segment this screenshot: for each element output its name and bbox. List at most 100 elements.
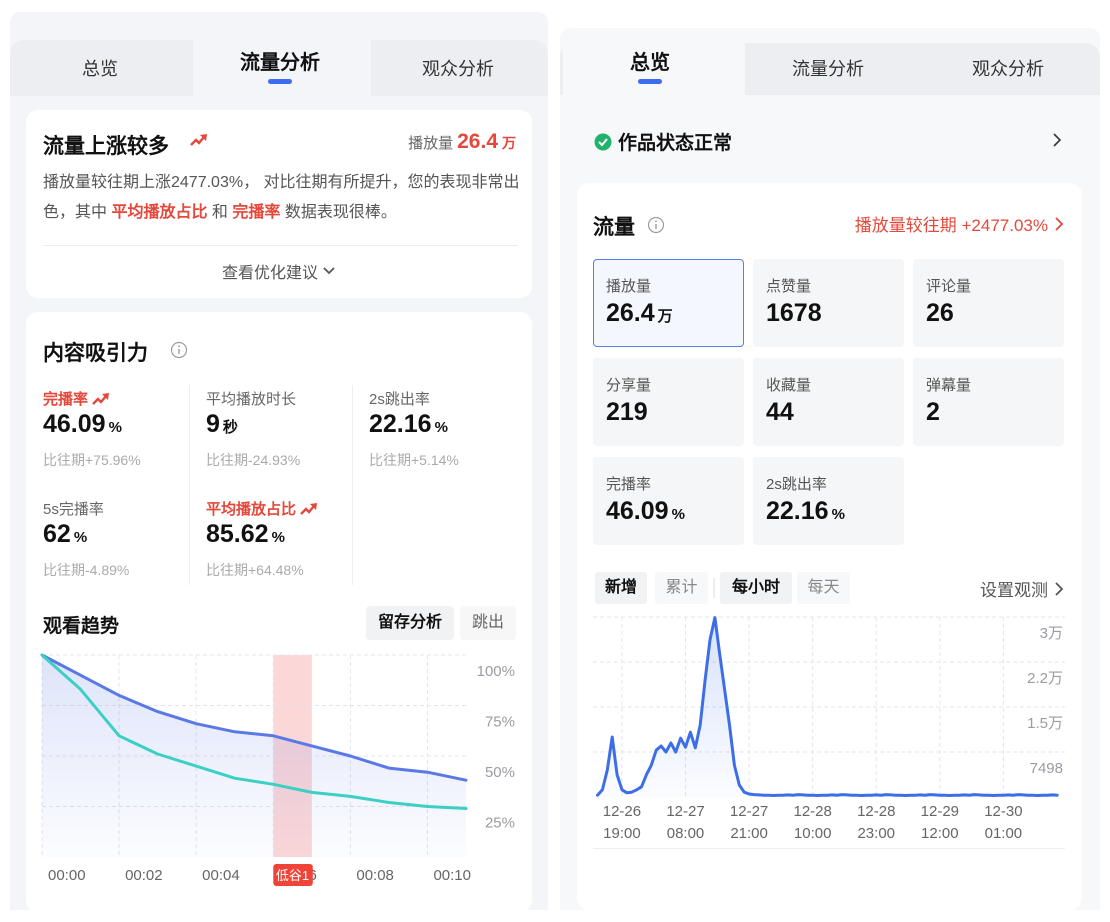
link-text: 查看优化建议 — [221, 265, 318, 282]
metric-value: 26 — [926, 299, 954, 328]
value: 26 — [926, 299, 954, 327]
filter-button[interactable]: 每天 — [797, 572, 850, 604]
metric-label: 完播率 — [43, 388, 110, 409]
trend-icon — [190, 134, 207, 146]
info-icon — [647, 216, 665, 234]
trend-head — [102, 392, 110, 400]
metric-compare: 比往期-4.89% — [43, 562, 130, 578]
status-text: 作品状态正常 — [618, 133, 733, 154]
value: 46.09 — [43, 410, 106, 438]
unit: % — [271, 529, 285, 546]
metric-cell[interactable] — [913, 358, 1064, 446]
info-circle — [647, 216, 665, 234]
unit: % — [671, 506, 685, 523]
metric-label: 播放量 — [606, 278, 652, 295]
metric-compare: 比往期+64.48% — [206, 562, 304, 578]
value: 44 — [766, 398, 794, 426]
metric-label: 评论量 — [926, 278, 972, 295]
trend-icon — [92, 392, 110, 405]
metric-value: 26.4 — [457, 130, 498, 153]
metric-unit: 万 — [502, 135, 516, 151]
text: 播放量较往期上涨2477.03%， 对比往期有所提升，您的表现非常出色，其中 — [43, 174, 520, 221]
metric-value: 2 — [926, 398, 940, 427]
compare-text: 播放量较往期 +2477.03% — [854, 216, 1048, 235]
metric-cell[interactable] — [753, 259, 904, 347]
chevron-icon — [1055, 581, 1064, 596]
metric-value: 22.16% — [766, 497, 845, 526]
filter-button[interactable]: 累计 — [655, 572, 708, 604]
unit: % — [73, 529, 88, 546]
trend-title: 观看趋势 — [43, 616, 120, 637]
filter-button[interactable]: 每小时 — [720, 572, 792, 604]
attraction-title: 内容吸引力 — [43, 342, 148, 365]
metric-cell[interactable] — [753, 358, 904, 446]
trend-line — [300, 504, 315, 515]
summary-divider — [43, 245, 518, 246]
value: 62 — [43, 520, 71, 548]
value: 22.16 — [766, 497, 829, 525]
metric-label: 2s跳出率 — [369, 388, 430, 409]
chevron-icon — [1055, 216, 1064, 231]
tab[interactable]: 观众分析 — [972, 59, 1044, 79]
tab[interactable]: 流量分析 — [792, 59, 864, 79]
metric-cell[interactable] — [753, 457, 904, 545]
info-icon — [170, 341, 188, 359]
right-active-tab — [563, 30, 745, 96]
trend-head — [310, 502, 318, 510]
metric-value: 62% — [43, 520, 87, 549]
trend-line — [92, 394, 107, 405]
metric-compare: 比往期-24.93% — [206, 452, 301, 468]
value: 85.62 — [206, 520, 269, 548]
metric-label: 平均播放时长 — [206, 388, 296, 409]
play-metric: 播放量 26.4 万 — [408, 130, 516, 154]
info-dot — [655, 220, 657, 223]
metric-cell[interactable] — [593, 259, 744, 347]
chevron — [1055, 216, 1064, 231]
chart-button[interactable]: 留存分析 — [366, 606, 454, 640]
metric-label-text: 平均播放占比 — [206, 501, 297, 518]
check-circle — [594, 133, 612, 150]
metric-value: 46.09% — [43, 410, 122, 439]
description: 播放量较往期上涨2477.03%， 对比往期有所提升，您的表现非常出色，其中 平… — [43, 168, 521, 228]
value: 26.4 — [606, 299, 655, 327]
text: 数据表现很棒。 — [280, 204, 397, 221]
observe-text: 设置观测 — [980, 581, 1048, 600]
metric-label-text: 5s完播率 — [43, 501, 104, 518]
status-row[interactable]: 作品状态正常 — [594, 128, 732, 155]
suggestion-link[interactable]: 查看优化建议 — [26, 259, 532, 283]
text: 和 — [207, 204, 233, 221]
metric-value: 26.4 万 — [606, 299, 673, 328]
metric-label: 2s跳出率 — [766, 476, 827, 493]
flow-compare[interactable]: 播放量较往期 +2477.03% — [855, 211, 1066, 236]
check-mark — [598, 137, 608, 146]
metric-compare: 比往期+75.96% — [43, 452, 141, 468]
unit: 秒 — [222, 419, 238, 436]
metric-value: 1678 — [766, 299, 822, 328]
metric-cell[interactable] — [913, 259, 1064, 347]
metric-value: 44 — [766, 398, 794, 427]
metric-label: 弹幕量 — [926, 377, 972, 394]
chart-button[interactable]: 跳出 — [460, 606, 516, 640]
observe-link[interactable]: 设置观测 — [980, 576, 1066, 601]
value: 22.16 — [369, 410, 432, 438]
trend-line — [190, 136, 205, 146]
title-icon — [190, 133, 208, 152]
tab[interactable]: 流量分析 — [240, 52, 320, 74]
metric-label-text: 2s跳出率 — [369, 391, 430, 408]
chart-divider — [593, 848, 1065, 849]
metric-label-text: 完播率 — [43, 391, 89, 408]
filter-button[interactable]: 新增 — [595, 572, 647, 604]
value: 9 — [206, 410, 220, 438]
chevron — [1055, 581, 1064, 596]
tab[interactable]: 总览 — [82, 59, 118, 79]
tab[interactable]: 总览 — [630, 52, 670, 74]
metric-cell[interactable] — [593, 358, 744, 446]
trend-head — [200, 134, 207, 141]
tab[interactable]: 观众分析 — [422, 59, 494, 79]
metric-label: 平均播放占比 — [206, 498, 318, 519]
summary-card — [26, 110, 532, 298]
unit: % — [434, 419, 448, 436]
metric-cell[interactable] — [593, 457, 744, 545]
